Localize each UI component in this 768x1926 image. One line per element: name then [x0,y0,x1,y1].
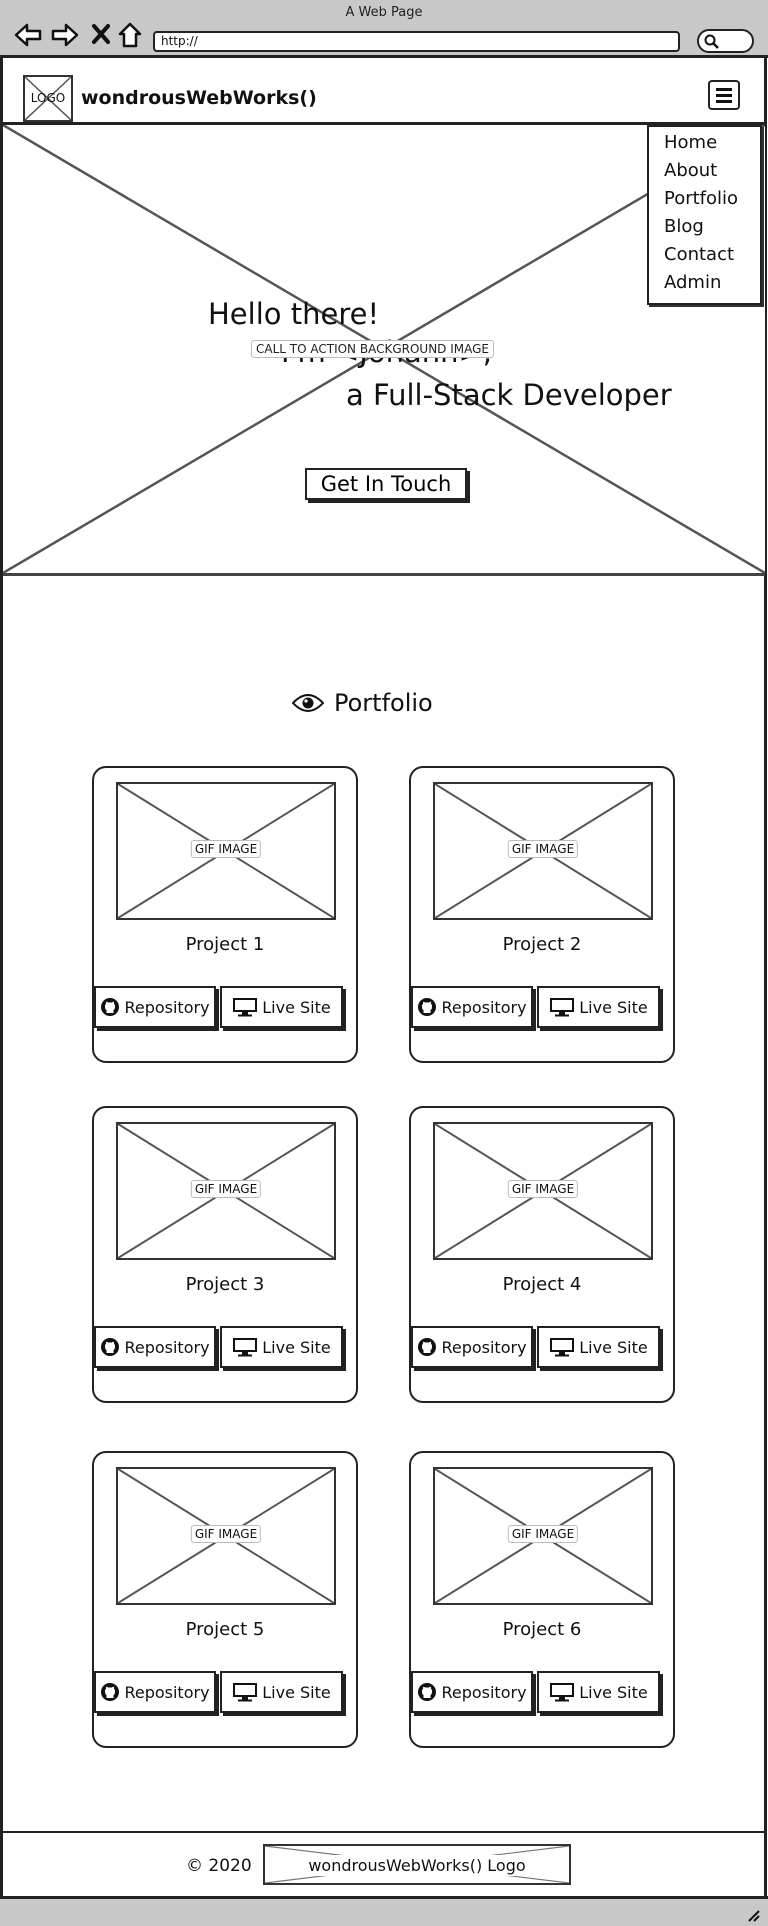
project-gif-image: GIF IMAGE [116,1122,336,1260]
project-card: GIF IMAGE Project 5 Repository Live Site [92,1451,358,1748]
menu-item-about[interactable]: About [664,160,718,181]
project-card: GIF IMAGE Project 4 Repository Live Site [409,1106,675,1403]
hero-role: a Full-Stack Developer [346,378,672,412]
footer-logo[interactable]: wondrousWebWorks() Logo [263,1844,571,1885]
github-icon [101,1683,120,1701]
back-arrow-icon[interactable] [14,22,42,53]
project-card: GIF IMAGE Project 6 Repository Live Site [409,1451,675,1748]
monitor-icon [550,998,575,1017]
footer-logo-label: wondrousWebWorks() Logo [304,1855,530,1876]
monitor-icon [550,1338,575,1357]
portfolio-heading: Portfolio [292,689,433,717]
repository-button[interactable]: Repository [411,1671,533,1713]
live-site-button[interactable]: Live Site [537,986,660,1028]
project-title: Project 4 [502,1274,582,1295]
site-brand[interactable]: wondrousWebWorks() [81,87,317,109]
project-title: Project 5 [185,1619,265,1640]
repository-label: Repository [441,1337,527,1357]
browser-chrome: A Web Page http:// [0,0,768,58]
monitor-icon [550,1683,575,1702]
monitor-icon [233,1338,258,1357]
repository-button[interactable]: Repository [94,1326,216,1368]
project-title: Project 6 [502,1619,582,1640]
github-icon [418,1683,437,1701]
page-frame [0,58,767,1912]
project-card: GIF IMAGE Project 2 Repository Live Site [409,766,675,1063]
repository-label: Repository [124,997,210,1017]
repository-button[interactable]: Repository [411,986,533,1028]
hamburger-icon-line [716,100,732,103]
hero-greeting: Hello there! [208,297,380,331]
project-title: Project 2 [502,934,582,955]
repository-label: Repository [124,1682,210,1702]
repository-button[interactable]: Repository [94,1671,216,1713]
project-card: GIF IMAGE Project 1 Repository Live Site [92,766,358,1063]
gif-image-label: GIF IMAGE [190,1180,262,1198]
monitor-icon [233,998,258,1017]
live-site-button[interactable]: Live Site [220,986,343,1028]
repository-label: Repository [124,1337,210,1357]
search-icon [704,34,719,49]
project-gif-image: GIF IMAGE [116,1467,336,1605]
live-site-button[interactable]: Live Site [220,1326,343,1368]
gif-image-label: GIF IMAGE [507,1525,579,1543]
live-site-label: Live Site [262,997,331,1017]
live-site-button[interactable]: Live Site [537,1326,660,1368]
hero-image-label: CALL TO ACTION BACKGROUND IMAGE [251,340,494,358]
menu-item-contact[interactable]: Contact [664,244,735,265]
nav-dropdown-menu: Home About Portfolio Blog Contact Admin [647,125,762,305]
live-site-button[interactable]: Live Site [220,1671,343,1713]
site-header: LOGO wondrousWebWorks() [3,58,764,125]
project-gif-image: GIF IMAGE [433,1467,653,1605]
menu-item-home[interactable]: Home [664,132,718,153]
menu-button[interactable] [708,80,740,110]
project-gif-image: GIF IMAGE [116,782,336,920]
forward-arrow-icon[interactable] [51,22,79,53]
hamburger-icon-line [716,88,732,91]
repository-button[interactable]: Repository [411,1326,533,1368]
project-title: Project 1 [185,934,265,955]
github-icon [101,998,120,1016]
repository-label: Repository [441,997,527,1017]
url-bar[interactable]: http:// [153,31,680,52]
project-gif-image: GIF IMAGE [433,1122,653,1260]
project-title: Project 3 [185,1274,265,1295]
live-site-button[interactable]: Live Site [537,1671,660,1713]
github-icon [418,1338,437,1356]
project-card: GIF IMAGE Project 3 Repository Live Site [92,1106,358,1403]
live-site-label: Live Site [579,1682,648,1702]
repository-label: Repository [441,1682,527,1702]
hamburger-icon-line [716,94,732,97]
window-title: A Web Page [345,5,423,20]
live-site-label: Live Site [579,1337,648,1357]
gif-image-label: GIF IMAGE [507,1180,579,1198]
repository-button[interactable]: Repository [94,986,216,1028]
github-icon [101,1338,120,1356]
resize-grip-icon[interactable] [746,1908,760,1922]
gif-image-label: GIF IMAGE [190,1525,262,1543]
browser-status-bar [0,1896,768,1926]
logo[interactable]: LOGO [23,75,73,122]
live-site-label: Live Site [262,1682,331,1702]
browser-search[interactable] [697,29,754,53]
live-site-label: Live Site [262,1337,331,1357]
stop-icon[interactable] [92,22,110,50]
logo-label: LOGO [30,91,66,105]
live-site-label: Live Site [579,997,648,1017]
gif-image-label: GIF IMAGE [190,840,262,858]
gif-image-label: GIF IMAGE [507,840,579,858]
menu-item-blog[interactable]: Blog [664,216,704,237]
site-footer: © 2020 wondrousWebWorks() Logo [3,1831,764,1896]
github-icon [418,998,437,1016]
monitor-icon [233,1683,258,1702]
home-icon[interactable] [118,22,142,53]
menu-item-admin[interactable]: Admin [664,272,722,293]
menu-item-portfolio[interactable]: Portfolio [664,188,739,209]
portfolio-title: Portfolio [334,689,433,717]
project-gif-image: GIF IMAGE [433,782,653,920]
copyright-text: © 2020 [186,1856,252,1876]
eye-icon [292,694,324,712]
get-in-touch-button[interactable]: Get In Touch [305,468,467,500]
